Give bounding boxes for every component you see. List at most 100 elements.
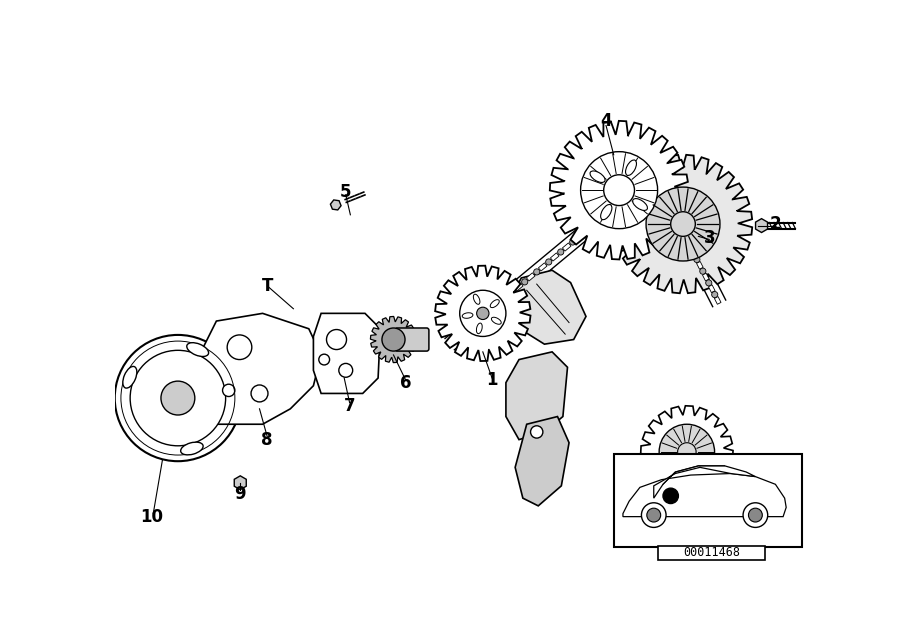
Polygon shape: [574, 233, 583, 241]
Polygon shape: [697, 262, 703, 269]
Ellipse shape: [626, 160, 636, 175]
Circle shape: [251, 385, 268, 402]
Ellipse shape: [491, 300, 500, 307]
Text: 9: 9: [234, 485, 246, 502]
Polygon shape: [526, 273, 535, 281]
Circle shape: [659, 424, 715, 479]
FancyBboxPatch shape: [614, 453, 802, 547]
Circle shape: [319, 354, 329, 365]
Circle shape: [545, 259, 552, 265]
Circle shape: [462, 329, 468, 335]
Polygon shape: [313, 313, 381, 394]
Circle shape: [130, 351, 226, 446]
Text: 4: 4: [600, 112, 612, 130]
Circle shape: [570, 239, 576, 245]
Polygon shape: [330, 200, 341, 210]
Polygon shape: [509, 271, 586, 344]
Circle shape: [486, 309, 491, 315]
Ellipse shape: [491, 318, 501, 324]
Circle shape: [694, 257, 700, 263]
Polygon shape: [634, 183, 644, 191]
Polygon shape: [623, 193, 631, 201]
Circle shape: [606, 209, 612, 215]
Polygon shape: [755, 218, 768, 232]
Polygon shape: [435, 265, 530, 361]
Polygon shape: [715, 297, 721, 304]
Circle shape: [594, 219, 599, 225]
Circle shape: [558, 249, 563, 255]
Circle shape: [743, 503, 768, 528]
FancyBboxPatch shape: [659, 546, 765, 560]
Ellipse shape: [463, 313, 473, 318]
Polygon shape: [502, 293, 511, 301]
Ellipse shape: [473, 294, 480, 304]
Polygon shape: [551, 253, 559, 261]
Circle shape: [617, 199, 624, 205]
Circle shape: [676, 222, 682, 227]
Circle shape: [534, 269, 540, 275]
Circle shape: [338, 363, 353, 377]
Text: 8: 8: [262, 431, 273, 449]
Polygon shape: [667, 203, 673, 211]
Ellipse shape: [122, 366, 137, 388]
Text: 5: 5: [340, 183, 352, 201]
Polygon shape: [610, 203, 619, 211]
Circle shape: [604, 175, 634, 206]
Polygon shape: [550, 121, 688, 260]
Polygon shape: [234, 476, 247, 490]
Circle shape: [581, 229, 588, 235]
Circle shape: [664, 198, 670, 204]
Polygon shape: [641, 406, 733, 498]
Circle shape: [522, 279, 527, 285]
Circle shape: [473, 319, 480, 325]
Circle shape: [114, 335, 241, 461]
Text: 2: 2: [770, 215, 781, 233]
Circle shape: [700, 268, 706, 274]
Circle shape: [642, 179, 648, 185]
Polygon shape: [708, 285, 716, 293]
Polygon shape: [562, 243, 571, 251]
Polygon shape: [679, 227, 685, 234]
Ellipse shape: [187, 343, 209, 356]
Polygon shape: [371, 316, 417, 363]
Circle shape: [688, 244, 694, 251]
Ellipse shape: [633, 199, 647, 210]
Polygon shape: [614, 155, 752, 293]
Circle shape: [531, 426, 543, 438]
Circle shape: [382, 328, 405, 351]
Ellipse shape: [476, 323, 482, 333]
Text: 3: 3: [704, 229, 715, 247]
Circle shape: [450, 338, 455, 345]
Circle shape: [670, 210, 676, 216]
Text: 10: 10: [140, 507, 163, 526]
Circle shape: [682, 233, 688, 239]
Circle shape: [706, 280, 712, 286]
Circle shape: [509, 289, 516, 295]
Polygon shape: [623, 474, 787, 517]
Text: 6: 6: [400, 373, 411, 392]
Text: T: T: [262, 277, 273, 295]
Ellipse shape: [590, 171, 605, 182]
Circle shape: [647, 508, 661, 522]
Polygon shape: [201, 313, 321, 424]
Text: 00011468: 00011468: [683, 546, 740, 559]
Circle shape: [663, 488, 679, 504]
Circle shape: [678, 443, 696, 461]
Circle shape: [227, 335, 252, 359]
Polygon shape: [646, 173, 655, 182]
Polygon shape: [506, 352, 568, 439]
Polygon shape: [653, 466, 755, 498]
Polygon shape: [491, 303, 499, 311]
Polygon shape: [598, 213, 607, 221]
Ellipse shape: [600, 204, 612, 220]
Circle shape: [642, 503, 666, 528]
Circle shape: [658, 186, 664, 192]
FancyBboxPatch shape: [395, 328, 429, 351]
Circle shape: [222, 384, 235, 396]
Polygon shape: [661, 191, 668, 199]
Polygon shape: [538, 263, 547, 271]
Polygon shape: [672, 215, 680, 222]
Polygon shape: [655, 180, 661, 187]
Circle shape: [646, 187, 720, 261]
Circle shape: [630, 189, 635, 196]
